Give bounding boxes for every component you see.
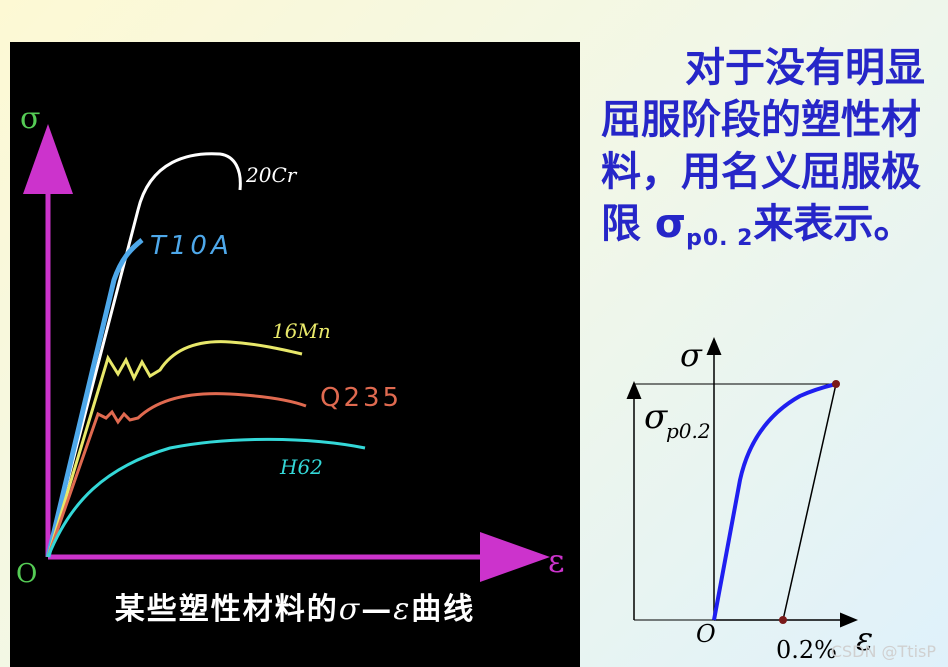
stress-strain-chart: σ ε O 20Cr T10A 16Mn Q235 H62 bbox=[16, 101, 565, 589]
curve-20cr bbox=[46, 152, 242, 558]
x-axis-label: ε bbox=[548, 542, 565, 580]
rd-offset-label: 0.2% bbox=[776, 636, 837, 664]
stress-strain-panel: σ ε O 20Cr T10A 16Mn Q235 H62 某些塑性材料的σ—ε… bbox=[10, 42, 580, 667]
offset-yield-diagram: σ σ p0.2 O 0.2% ε bbox=[626, 336, 873, 664]
curve-q235 bbox=[46, 392, 307, 558]
label-20cr: 20Cr bbox=[245, 163, 298, 187]
caption-sigma: σ bbox=[338, 592, 362, 627]
description-line2: 来表示。 bbox=[753, 201, 914, 247]
rd-stress-curve bbox=[712, 382, 837, 621]
rd-yield-point bbox=[832, 380, 840, 388]
description-subscript: p0. 2 bbox=[686, 226, 754, 251]
label-t10a: T10A bbox=[150, 231, 233, 261]
watermark: CSDN @TtisP bbox=[830, 642, 936, 661]
curve-h62 bbox=[46, 437, 366, 558]
rd-offset-line bbox=[782, 383, 837, 621]
origin-label: O bbox=[16, 559, 37, 589]
caption-dash: — bbox=[361, 592, 394, 627]
caption-suffix: 曲线 bbox=[411, 592, 476, 627]
description-line1: 对于没有明显屈服阶段的塑性材料，用名义屈服极限 σ bbox=[601, 45, 925, 247]
label-16mn: 16Mn bbox=[272, 319, 331, 343]
chart-caption: 某些塑性材料的σ—ε曲线 bbox=[10, 584, 580, 627]
rd-y-label: σ bbox=[680, 336, 703, 374]
label-h62: H62 bbox=[279, 455, 323, 479]
description-text: 对于没有明显屈服阶段的塑性材料，用名义屈服极限 σp0. 2来表示。 bbox=[601, 42, 931, 265]
rd-yield-label-main: σ bbox=[644, 397, 668, 437]
label-q235: Q235 bbox=[320, 383, 402, 413]
rd-x-label: ε bbox=[856, 620, 873, 658]
rd-offset-point bbox=[779, 616, 787, 624]
rd-origin-label: O bbox=[696, 620, 716, 648]
curve-t10a bbox=[45, 238, 144, 558]
caption-epsilon: ε bbox=[393, 592, 412, 627]
caption-prefix: 某些塑性材料的 bbox=[114, 592, 339, 627]
curve-16mn bbox=[46, 340, 303, 558]
rd-yield-label-sub: p0.2 bbox=[666, 419, 711, 443]
y-axis-label: σ bbox=[20, 101, 40, 136]
